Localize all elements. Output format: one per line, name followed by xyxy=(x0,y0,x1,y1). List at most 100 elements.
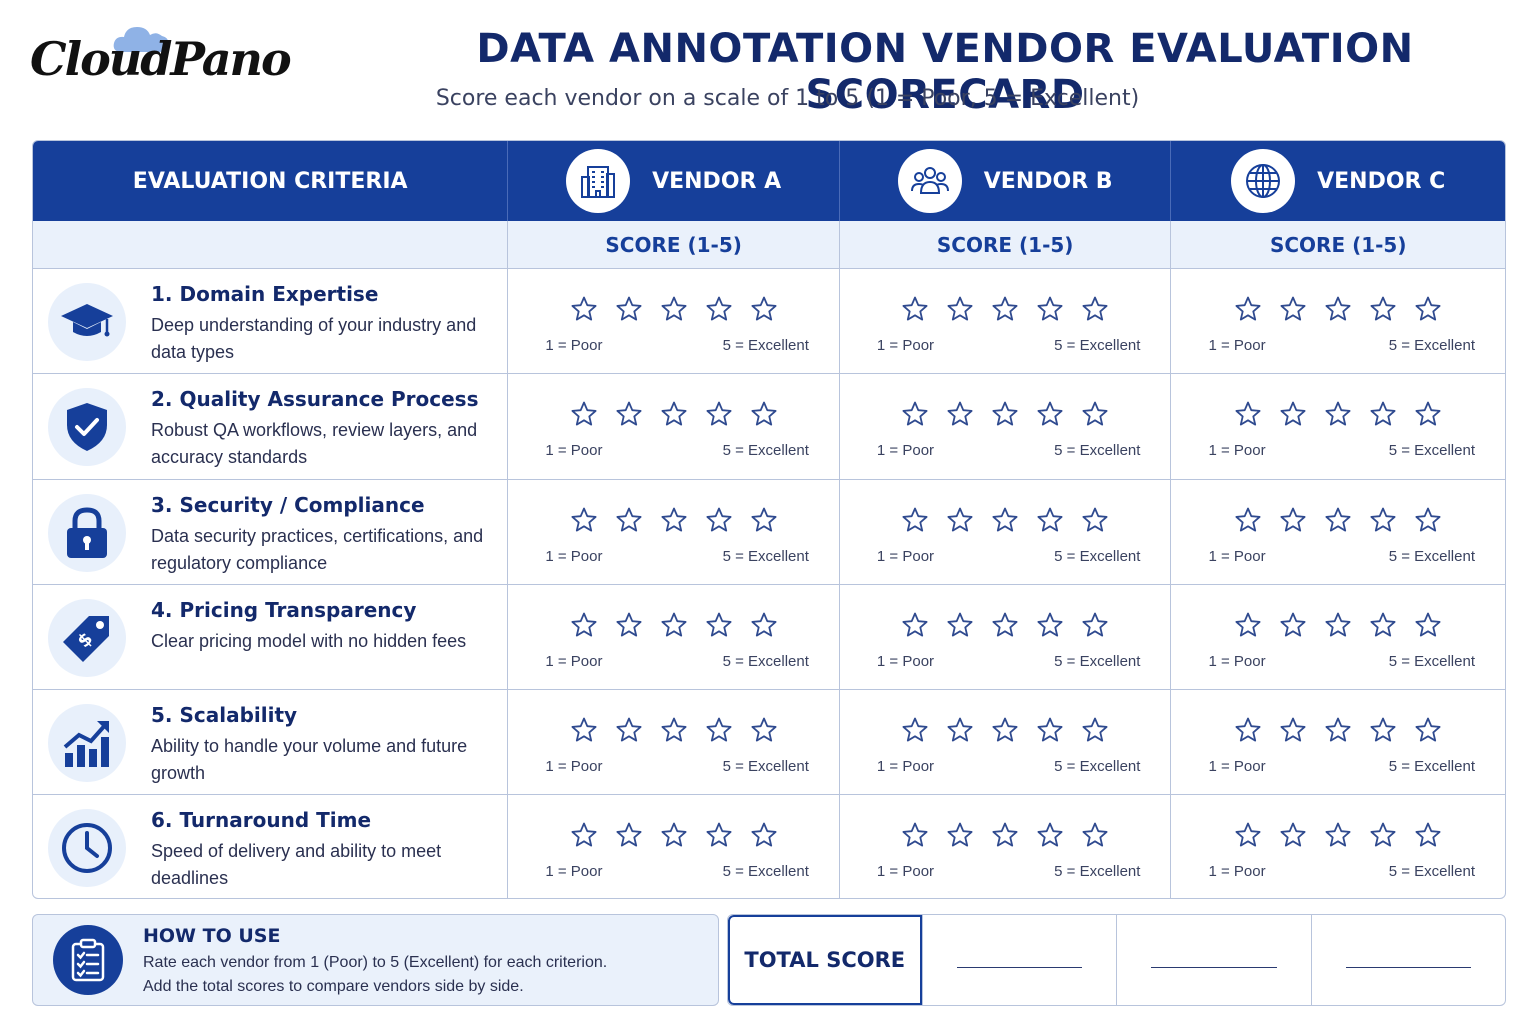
star-icon[interactable] xyxy=(660,821,688,849)
star-rating xyxy=(840,716,1171,744)
star-icon[interactable] xyxy=(615,611,643,639)
star-icon[interactable] xyxy=(991,716,1019,744)
star-icon[interactable] xyxy=(1324,295,1352,323)
star-icon[interactable] xyxy=(1279,821,1307,849)
star-icon[interactable] xyxy=(1369,400,1397,428)
star-icon[interactable] xyxy=(1414,821,1442,849)
star-icon[interactable] xyxy=(615,821,643,849)
star-icon[interactable] xyxy=(1369,611,1397,639)
star-icon[interactable] xyxy=(901,295,929,323)
star-icon[interactable] xyxy=(1414,400,1442,428)
star-icon[interactable] xyxy=(1324,716,1352,744)
star-icon[interactable] xyxy=(991,611,1019,639)
star-icon[interactable] xyxy=(901,400,929,428)
star-icon[interactable] xyxy=(1234,295,1262,323)
star-icon[interactable] xyxy=(1414,506,1442,534)
star-icon[interactable] xyxy=(1279,295,1307,323)
star-icon[interactable] xyxy=(1369,716,1397,744)
star-icon[interactable] xyxy=(750,295,778,323)
star-icon[interactable] xyxy=(705,611,733,639)
star-icon[interactable] xyxy=(615,295,643,323)
star-icon[interactable] xyxy=(1324,506,1352,534)
star-icon[interactable] xyxy=(946,400,974,428)
star-icon[interactable] xyxy=(1081,716,1109,744)
star-icon[interactable] xyxy=(750,506,778,534)
star-icon[interactable] xyxy=(946,611,974,639)
star-icon[interactable] xyxy=(705,400,733,428)
star-icon[interactable] xyxy=(750,400,778,428)
how-to-use-panel: HOW TO USE Rate each vendor from 1 (Poor… xyxy=(32,914,719,1006)
vendor-b-total-field[interactable] xyxy=(1116,915,1311,1005)
star-icon[interactable] xyxy=(1081,400,1109,428)
star-icon[interactable] xyxy=(570,716,598,744)
star-icon[interactable] xyxy=(615,506,643,534)
star-icon[interactable] xyxy=(1324,821,1352,849)
star-icon[interactable] xyxy=(991,821,1019,849)
star-icon[interactable] xyxy=(1414,295,1442,323)
star-icon[interactable] xyxy=(570,821,598,849)
scale-low-label: 1 = Poor xyxy=(876,758,935,776)
star-icon[interactable] xyxy=(660,506,688,534)
star-icon[interactable] xyxy=(705,821,733,849)
star-icon[interactable] xyxy=(750,716,778,744)
star-icon[interactable] xyxy=(1036,295,1064,323)
star-icon[interactable] xyxy=(991,295,1019,323)
star-icon[interactable] xyxy=(570,295,598,323)
table-row: 3. Security / Compliance Data security p… xyxy=(33,479,1505,585)
star-icon[interactable] xyxy=(946,506,974,534)
star-icon[interactable] xyxy=(750,821,778,849)
star-icon[interactable] xyxy=(1036,506,1064,534)
star-icon[interactable] xyxy=(1324,400,1352,428)
star-icon[interactable] xyxy=(901,821,929,849)
star-icon[interactable] xyxy=(570,400,598,428)
vendor-a-total-field[interactable] xyxy=(921,915,1117,1005)
star-icon[interactable] xyxy=(1036,400,1064,428)
star-icon[interactable] xyxy=(1036,716,1064,744)
star-icon[interactable] xyxy=(991,400,1019,428)
star-icon[interactable] xyxy=(1081,821,1109,849)
star-icon[interactable] xyxy=(705,716,733,744)
star-icon[interactable] xyxy=(1036,611,1064,639)
star-icon[interactable] xyxy=(1279,611,1307,639)
star-icon[interactable] xyxy=(1234,611,1262,639)
star-icon[interactable] xyxy=(1234,716,1262,744)
star-icon[interactable] xyxy=(1324,611,1352,639)
star-icon[interactable] xyxy=(1414,716,1442,744)
star-icon[interactable] xyxy=(1369,506,1397,534)
star-icon[interactable] xyxy=(946,821,974,849)
star-icon[interactable] xyxy=(901,611,929,639)
star-icon[interactable] xyxy=(660,400,688,428)
star-icon[interactable] xyxy=(1369,821,1397,849)
scale-low-label: 1 = Poor xyxy=(876,652,935,670)
star-icon[interactable] xyxy=(1234,821,1262,849)
star-icon[interactable] xyxy=(615,716,643,744)
star-icon[interactable] xyxy=(705,506,733,534)
star-icon[interactable] xyxy=(1279,716,1307,744)
star-icon[interactable] xyxy=(901,716,929,744)
star-icon[interactable] xyxy=(1234,400,1262,428)
star-icon[interactable] xyxy=(901,506,929,534)
star-icon[interactable] xyxy=(615,400,643,428)
star-icon[interactable] xyxy=(1279,506,1307,534)
star-icon[interactable] xyxy=(1234,506,1262,534)
star-icon[interactable] xyxy=(705,295,733,323)
star-icon[interactable] xyxy=(570,611,598,639)
star-icon[interactable] xyxy=(1414,611,1442,639)
criterion-title: 4. Pricing Transparency xyxy=(151,597,417,622)
star-icon[interactable] xyxy=(946,716,974,744)
star-icon[interactable] xyxy=(1081,611,1109,639)
star-icon[interactable] xyxy=(750,611,778,639)
star-icon[interactable] xyxy=(570,506,598,534)
star-icon[interactable] xyxy=(660,295,688,323)
star-icon[interactable] xyxy=(660,611,688,639)
building-icon xyxy=(566,149,631,213)
star-icon[interactable] xyxy=(660,716,688,744)
star-icon[interactable] xyxy=(1036,821,1064,849)
star-icon[interactable] xyxy=(991,506,1019,534)
star-icon[interactable] xyxy=(1081,295,1109,323)
star-icon[interactable] xyxy=(1081,506,1109,534)
star-icon[interactable] xyxy=(1279,400,1307,428)
vendor-c-total-field[interactable] xyxy=(1310,915,1506,1005)
star-icon[interactable] xyxy=(946,295,974,323)
star-icon[interactable] xyxy=(1369,295,1397,323)
